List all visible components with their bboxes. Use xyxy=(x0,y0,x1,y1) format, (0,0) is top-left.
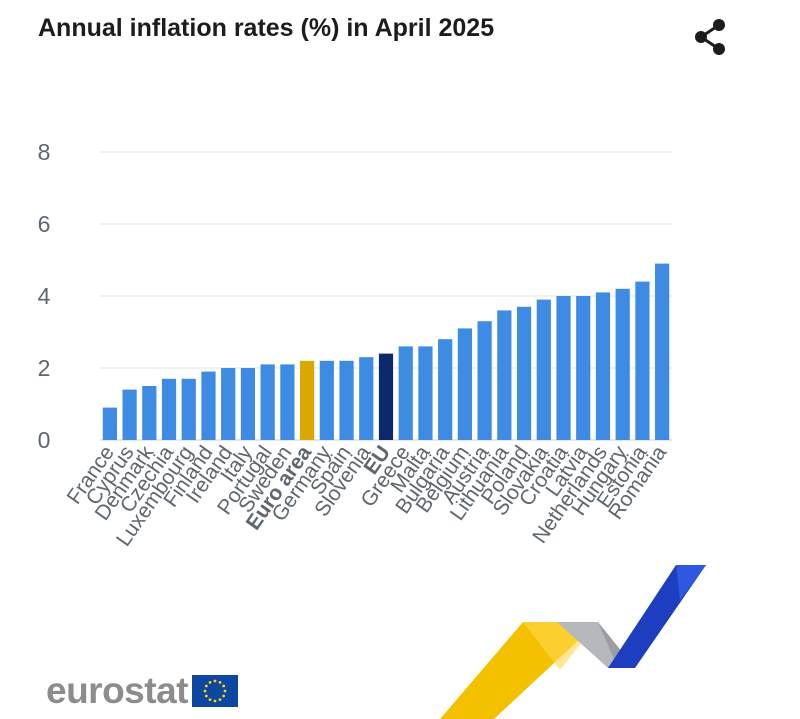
y-tick-label: 4 xyxy=(38,283,51,309)
bar-lithuania[interactable] xyxy=(497,310,512,440)
bar-germany[interactable] xyxy=(319,360,334,440)
bar-estonia[interactable] xyxy=(635,281,650,440)
bar-cyprus[interactable] xyxy=(122,389,137,440)
share-button[interactable] xyxy=(690,16,732,58)
bar-portugal[interactable] xyxy=(260,364,275,440)
bar-sweden[interactable] xyxy=(280,364,295,440)
bar-ireland[interactable] xyxy=(221,368,236,440)
bar-eu[interactable] xyxy=(378,353,394,440)
logo-wordmark: eurostat xyxy=(46,670,188,711)
bar-czechia[interactable] xyxy=(161,378,177,440)
y-tick-label: 0 xyxy=(38,427,51,453)
bar-poland[interactable] xyxy=(516,306,532,440)
decorative-ribbon-graphic xyxy=(440,565,706,719)
bar-greece[interactable] xyxy=(398,346,413,440)
bar-netherlands[interactable] xyxy=(595,292,611,440)
bar-finland[interactable] xyxy=(201,371,216,440)
bar-malta[interactable] xyxy=(418,346,433,440)
eurostat-logo: eurostat xyxy=(46,670,238,712)
bar-france[interactable] xyxy=(102,407,117,440)
bar-latvia[interactable] xyxy=(576,296,591,440)
share-icon xyxy=(695,19,725,55)
y-tick-label: 2 xyxy=(38,355,51,381)
bar-bulgaria[interactable] xyxy=(438,339,453,440)
y-tick-label: 6 xyxy=(38,211,51,237)
chart-title: Annual inflation rates (%) in April 2025 xyxy=(38,14,495,42)
bar-croatia[interactable] xyxy=(556,296,571,440)
bar-euro-area[interactable] xyxy=(300,360,315,440)
bar-hungary[interactable] xyxy=(615,288,630,440)
eu-flag-icon xyxy=(191,675,238,707)
bar-denmark[interactable] xyxy=(142,386,157,440)
bar-luxembourg[interactable] xyxy=(181,378,196,440)
bar-spain[interactable] xyxy=(339,360,354,440)
bar-romania[interactable] xyxy=(655,263,670,440)
bar-slovakia[interactable] xyxy=(536,299,551,440)
bar-slovenia[interactable] xyxy=(359,357,374,440)
bar-austria[interactable] xyxy=(477,321,492,440)
bar-belgium[interactable] xyxy=(457,328,472,440)
bar-italy[interactable] xyxy=(240,368,256,440)
y-tick-label: 8 xyxy=(38,139,51,165)
